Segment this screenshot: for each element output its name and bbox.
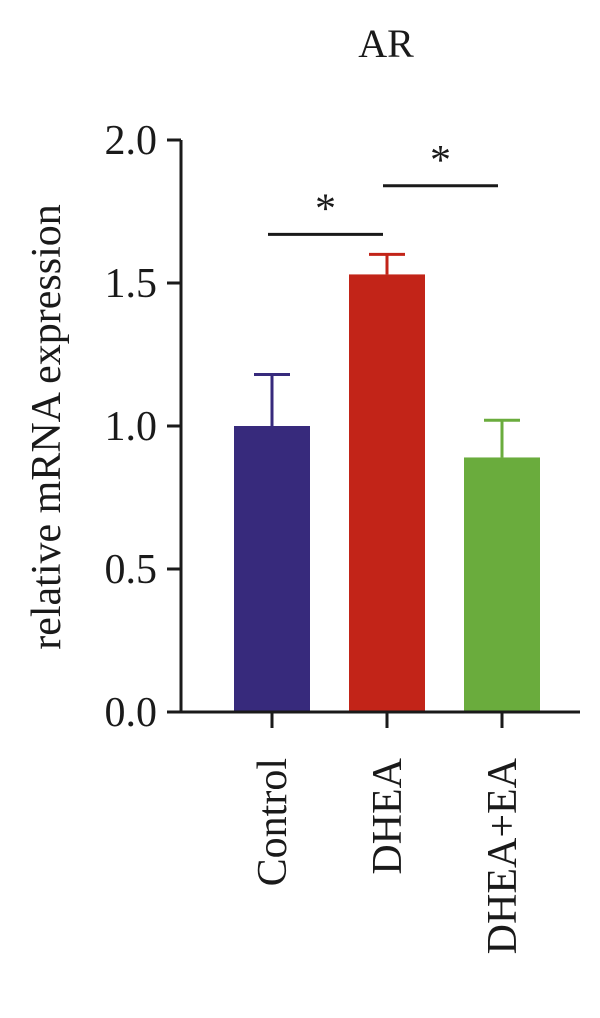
bar-dhea-ea [464, 457, 540, 712]
y-tick-label: 1.0 [105, 404, 158, 450]
x-tick-label-dhea: DHEA [365, 757, 411, 874]
significance-star: * [430, 138, 451, 184]
significance-star: * [315, 186, 336, 232]
bar-dhea [349, 274, 425, 712]
y-axis-label: relative mRNA expression [24, 204, 70, 650]
x-tick-label-control: Control [250, 758, 296, 886]
y-tick-label: 0.0 [105, 690, 158, 736]
chart-title: AR [358, 21, 414, 66]
x-tick-label-dhea-ea: DHEA+EA [480, 757, 526, 954]
y-tick-label: 0.5 [105, 547, 158, 593]
y-tick-label: 1.5 [105, 261, 158, 307]
bar-control [234, 426, 310, 712]
y-tick-label: 2.0 [105, 118, 158, 164]
